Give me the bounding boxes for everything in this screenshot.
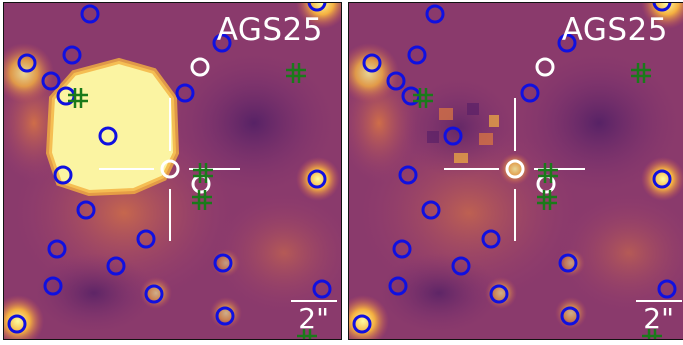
panel-title: AGS25 — [216, 12, 323, 48]
white-circle-markers-left — [160, 57, 211, 194]
crosshair-left — [99, 98, 240, 241]
scale-bar — [291, 300, 337, 302]
blue-circle-markers-right — [352, 3, 677, 334]
green-cross-markers-right — [413, 63, 662, 339]
sky-image-right — [349, 3, 683, 339]
image-panel-right: AGS25 2" — [348, 2, 683, 340]
sky-image-left — [4, 3, 341, 339]
panel-title: AGS25 — [561, 12, 668, 48]
scale-bar — [636, 300, 682, 302]
green-cross-markers-left — [68, 63, 317, 339]
blue-circle-markers-left — [7, 3, 332, 334]
image-panel-left: AGS25 2" — [3, 2, 342, 340]
scale-label: 2" — [298, 302, 329, 335]
scale-label: 2" — [643, 302, 674, 335]
